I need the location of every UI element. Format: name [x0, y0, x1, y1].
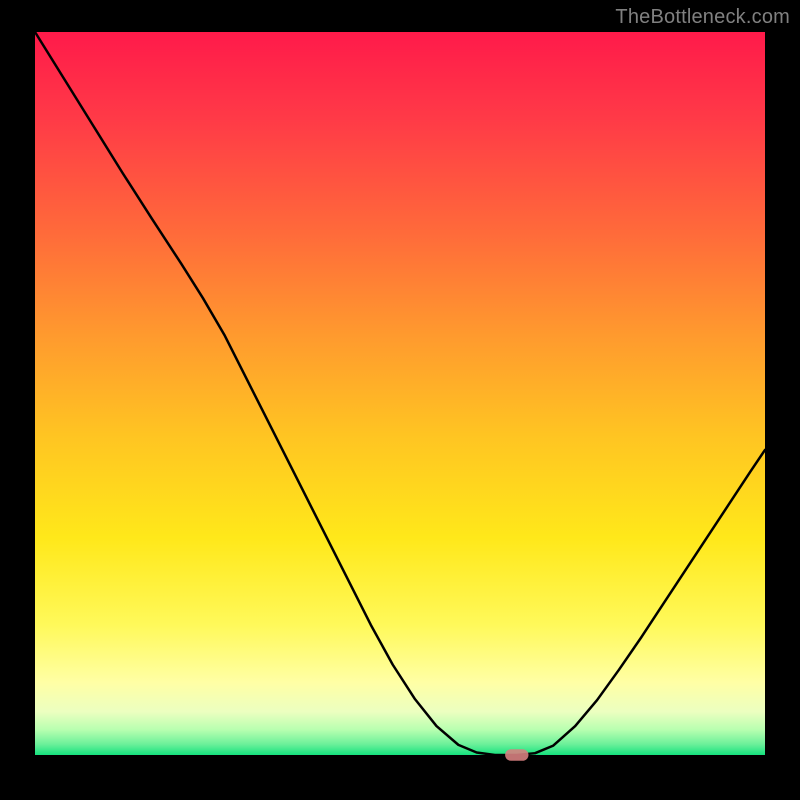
plot-background	[35, 32, 765, 755]
optimal-marker	[505, 749, 528, 761]
chart-svg	[0, 0, 800, 800]
watermark-text: TheBottleneck.com	[615, 6, 790, 29]
chart-root: TheBottleneck.com	[0, 0, 800, 800]
